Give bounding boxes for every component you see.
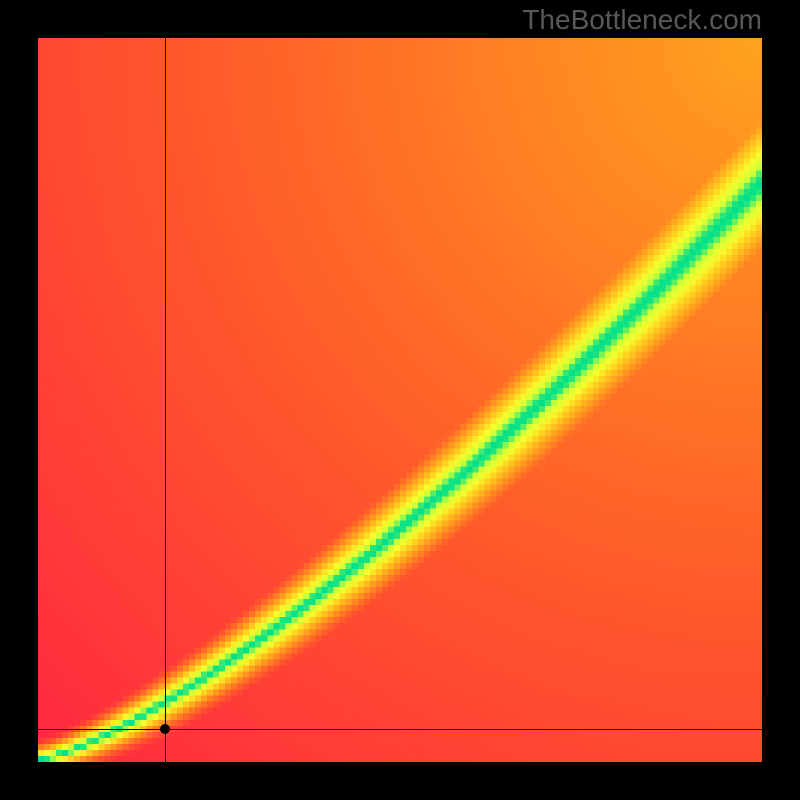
bottleneck-heatmap	[38, 38, 762, 762]
watermark-text: TheBottleneck.com	[522, 4, 762, 36]
crosshair-vertical-line	[165, 38, 166, 762]
chart-root: TheBottleneck.com	[0, 0, 800, 800]
crosshair-horizontal-line	[38, 729, 762, 730]
crosshair-marker	[160, 724, 170, 734]
